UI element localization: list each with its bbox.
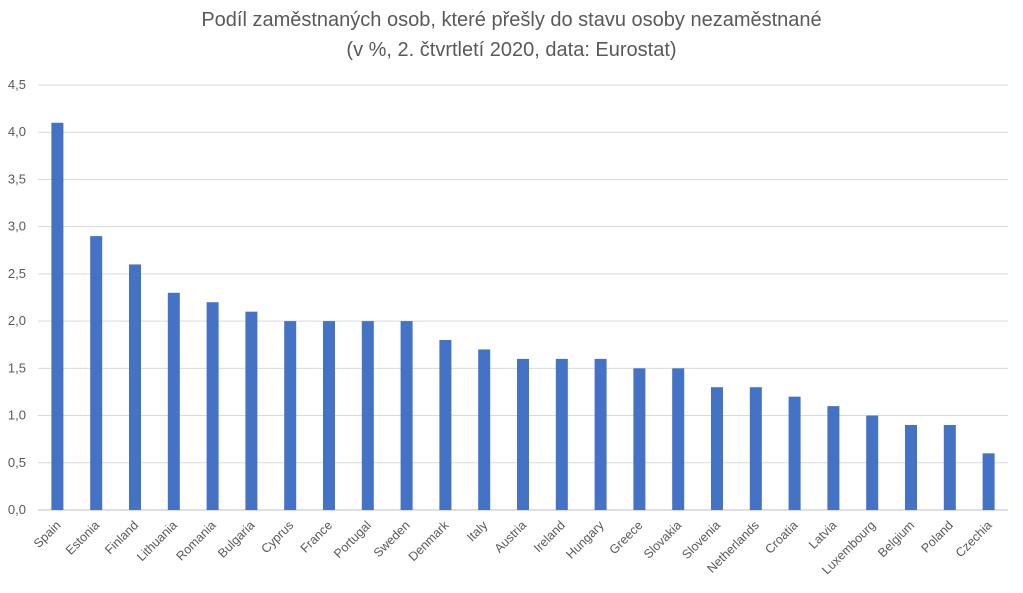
y-tick-label: 0,0 <box>8 502 26 517</box>
y-tick-label: 4,0 <box>8 124 26 139</box>
bar <box>905 425 917 510</box>
bar <box>943 425 956 510</box>
bar <box>51 122 64 511</box>
bar <box>400 321 413 510</box>
x-tick-label: Belgium <box>875 518 917 560</box>
x-tick-label: Ireland <box>531 518 568 555</box>
bar <box>555 358 568 510</box>
y-tick-label: 3,5 <box>8 171 26 186</box>
x-tick-label: Romania <box>173 518 218 563</box>
x-tick-label: Austria <box>492 518 529 555</box>
bar <box>827 406 840 510</box>
bar <box>749 387 762 510</box>
bar <box>90 236 103 510</box>
y-tick-label: 0,5 <box>8 455 26 470</box>
x-tick-label: Bulgaria <box>215 518 257 560</box>
bar <box>672 368 685 510</box>
bar <box>788 396 801 510</box>
bar <box>478 349 491 510</box>
y-tick-label: 2,5 <box>8 266 26 281</box>
y-tick-label: 1,0 <box>8 408 26 423</box>
bar <box>633 368 646 510</box>
x-tick-label: Finland <box>102 518 141 557</box>
x-tick-label: France <box>298 518 335 555</box>
bar <box>866 415 879 510</box>
bar <box>982 453 995 510</box>
y-tick-label: 3,0 <box>8 219 26 234</box>
x-tick-label: Cyprus <box>258 518 296 556</box>
x-tick-label: Hungary <box>563 518 607 562</box>
x-tick-label: Latvia <box>806 518 840 552</box>
x-tick-label: Italy <box>464 518 491 545</box>
x-tick-label: Spain <box>31 518 64 551</box>
bar <box>517 358 529 510</box>
chart-subtitle: (v %, 2. čtvrtletí 2020, data: Eurostat) <box>346 39 677 61</box>
x-tick-label: Portugal <box>331 518 374 561</box>
bar <box>439 340 452 510</box>
y-tick-label: 1,5 <box>8 360 26 375</box>
bar <box>129 264 141 510</box>
x-tick-label: Croatia <box>762 518 800 556</box>
bar <box>167 292 180 510</box>
x-tick-label: Estonia <box>63 518 102 557</box>
y-tick-label: 2,0 <box>8 313 26 328</box>
bar <box>323 321 335 510</box>
x-tick-label: Czechia <box>953 518 995 560</box>
bar <box>361 321 374 510</box>
bar <box>284 321 297 510</box>
chart-title: Podíl zaměstnaných osob, které přešly do… <box>201 9 822 31</box>
x-tick-label: Poland <box>918 518 955 555</box>
bar <box>711 387 723 510</box>
x-tick-label: Lithuania <box>134 518 180 564</box>
x-tick-label: Greece <box>607 518 646 557</box>
bar <box>594 358 607 510</box>
bar <box>206 302 219 510</box>
x-tick-label: Denmark <box>406 518 452 564</box>
x-tick-label: Slovakia <box>641 518 684 561</box>
bar <box>245 311 258 510</box>
y-tick-label: 4,5 <box>8 77 26 92</box>
